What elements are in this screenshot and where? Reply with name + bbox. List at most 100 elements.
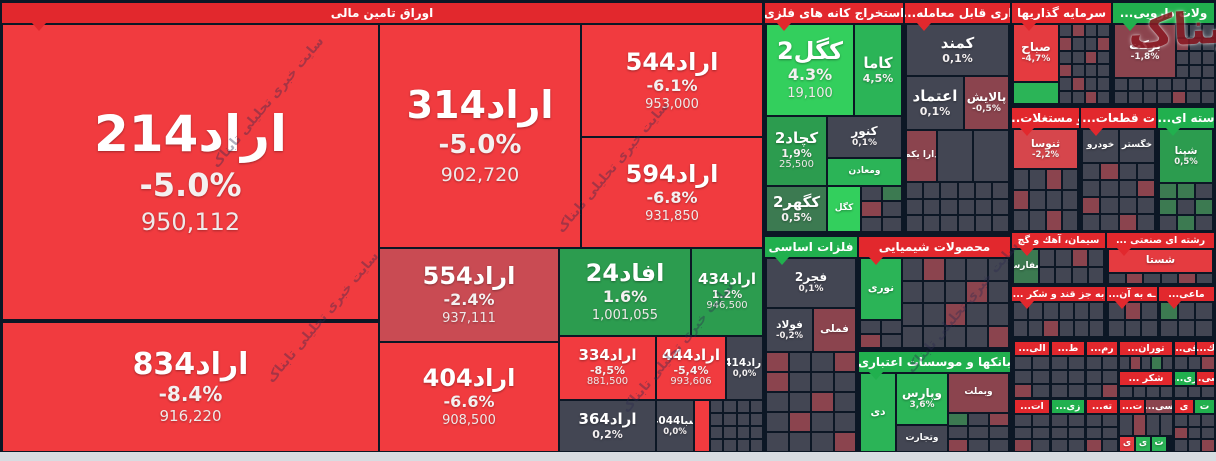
mini-stock-tile[interactable] [1175, 357, 1187, 369]
mini-stock-tile[interactable] [767, 393, 788, 411]
mini-stock-tile[interactable] [941, 183, 957, 198]
mini-stock-tile[interactable] [1133, 415, 1145, 435]
mini-stock-tile[interactable] [992, 216, 1008, 231]
mini-stock-tile[interactable] [1098, 51, 1109, 63]
stock-tile[interactable]: اراد554 -2.4% 937,111 [380, 249, 558, 341]
mini-stock-tile[interactable] [1160, 387, 1172, 397]
stock-tile[interactable]: فملی [814, 309, 855, 351]
mini-stock-tile[interactable] [1201, 79, 1214, 90]
mini-stock-tile[interactable] [861, 321, 880, 333]
mini-stock-tile[interactable] [1178, 184, 1194, 198]
mini-stock-tile[interactable] [1203, 65, 1214, 77]
mini-stock-tile[interactable] [945, 259, 966, 280]
stock-tile[interactable]: کمند 0,1% [907, 25, 1008, 75]
sector-header[interactable]: ... شکر [1120, 372, 1172, 385]
mini-stock-tile[interactable] [1098, 91, 1109, 103]
mini-stock-tile[interactable] [1052, 427, 1067, 439]
stock-tile[interactable]: فولاد -0,2% [767, 309, 812, 351]
mini-stock-tile[interactable] [1056, 267, 1071, 283]
mini-stock-tile[interactable] [1137, 181, 1154, 196]
mini-stock-tile[interactable] [750, 427, 762, 438]
mini-stock-tile[interactable] [1120, 357, 1129, 369]
mini-stock-tile[interactable] [1203, 38, 1214, 50]
stock-tile[interactable]: وتجارت [897, 426, 947, 451]
mini-stock-tile[interactable] [945, 326, 966, 347]
mini-stock-tile[interactable] [1196, 184, 1212, 198]
mini-stock-tile[interactable] [1060, 51, 1071, 63]
mini-stock-tile[interactable] [1072, 51, 1084, 63]
mini-stock-tile[interactable] [941, 199, 957, 215]
stock-tile[interactable]: وپارس 3,6% [897, 374, 947, 424]
sector-header[interactable]: ...ك [1197, 342, 1214, 355]
mini-stock-tile[interactable] [903, 259, 923, 280]
mini-stock-tile[interactable] [1187, 79, 1200, 90]
sector-header[interactable]: محصولات شیمیایی [859, 237, 1010, 257]
stock-tile[interactable]: صباح -4,7% [1014, 25, 1058, 81]
mini-stock-tile[interactable] [1178, 200, 1194, 214]
mini-stock-tile[interactable] [1044, 303, 1058, 319]
mini-stock-tile[interactable] [1015, 385, 1031, 397]
mini-stock-tile[interactable] [975, 199, 991, 215]
mini-stock-tile[interactable] [969, 440, 988, 451]
mini-stock-tile[interactable] [1137, 164, 1154, 179]
sector-header[interactable]: ... رشته ای صنعتی [1107, 233, 1214, 248]
stock-tile[interactable]: ومعادن [828, 159, 901, 185]
mini-stock-tile[interactable] [1120, 387, 1132, 397]
sector-header[interactable]: ...سی [1197, 372, 1214, 385]
mini-stock-tile[interactable] [967, 259, 987, 280]
stock-tile[interactable]: کگهر2 0,5% [767, 187, 826, 231]
mini-stock-tile[interactable] [924, 183, 940, 198]
mini-stock-tile[interactable] [1062, 211, 1077, 230]
mini-stock-tile[interactable] [1033, 371, 1049, 383]
mini-stock-tile[interactable] [1103, 427, 1117, 439]
mini-stock-tile[interactable] [903, 304, 923, 325]
mini-stock-tile[interactable] [882, 187, 901, 201]
mini-stock-tile[interactable] [862, 217, 881, 231]
mini-stock-tile[interactable] [1046, 190, 1061, 210]
mini-stock-tile[interactable] [1175, 440, 1187, 451]
mini-stock-tile[interactable] [1029, 320, 1043, 336]
stock-tile[interactable]: ت [1152, 437, 1166, 451]
mini-stock-tile[interactable] [1015, 427, 1031, 439]
sector-header[interactable]: ...توران [1120, 342, 1172, 355]
mini-stock-tile[interactable] [988, 326, 1008, 347]
mini-stock-tile[interactable] [1175, 427, 1187, 439]
stock-tile[interactable]: ی [1136, 437, 1150, 451]
mini-stock-tile[interactable] [924, 304, 944, 325]
mini-stock-tile[interactable] [1103, 415, 1117, 426]
mini-stock-tile[interactable] [1109, 274, 1125, 283]
mini-stock-tile[interactable] [1133, 387, 1145, 397]
mini-stock-tile[interactable] [1188, 357, 1201, 369]
mini-stock-tile[interactable] [1129, 92, 1142, 103]
mini-stock-tile[interactable] [1152, 357, 1162, 369]
mini-stock-tile[interactable] [1142, 303, 1157, 319]
mini-stock-tile[interactable] [1202, 357, 1214, 369]
mini-stock-tile[interactable] [1119, 215, 1136, 230]
mini-stock-tile[interactable] [1085, 51, 1097, 63]
mini-stock-tile[interactable] [1190, 38, 1201, 50]
sector-header[interactable]: ...زی [1175, 372, 1195, 385]
mini-stock-tile[interactable] [1161, 320, 1177, 336]
mini-stock-tile[interactable] [711, 401, 723, 412]
mini-stock-tile[interactable] [750, 414, 762, 425]
mini-stock-tile[interactable] [724, 427, 736, 438]
mini-stock-tile[interactable] [958, 216, 974, 231]
mini-stock-tile[interactable] [1178, 216, 1194, 230]
mini-stock-tile[interactable] [945, 281, 966, 302]
mini-stock-tile[interactable] [1172, 79, 1186, 90]
mini-stock-tile[interactable] [1160, 216, 1176, 230]
mini-stock-tile[interactable] [975, 216, 991, 231]
sector-header[interactable]: ت [1195, 400, 1214, 413]
mini-stock-tile[interactable] [1101, 215, 1118, 230]
mini-stock-tile[interactable] [812, 413, 833, 431]
mini-stock-tile[interactable] [1089, 303, 1103, 319]
mini-stock-tile[interactable] [1085, 64, 1097, 77]
mini-stock-tile[interactable] [903, 281, 923, 302]
mini-stock-tile[interactable] [737, 401, 749, 412]
sector-header[interactable]: ...ـه به آن [1107, 287, 1157, 301]
mini-stock-tile[interactable] [958, 183, 974, 198]
sector-header[interactable]: ...سته ای [1158, 108, 1214, 128]
mini-stock-tile[interactable] [1014, 170, 1029, 189]
stock-tile[interactable]: خگستر [1120, 130, 1154, 162]
mini-stock-tile[interactable] [1101, 198, 1118, 213]
